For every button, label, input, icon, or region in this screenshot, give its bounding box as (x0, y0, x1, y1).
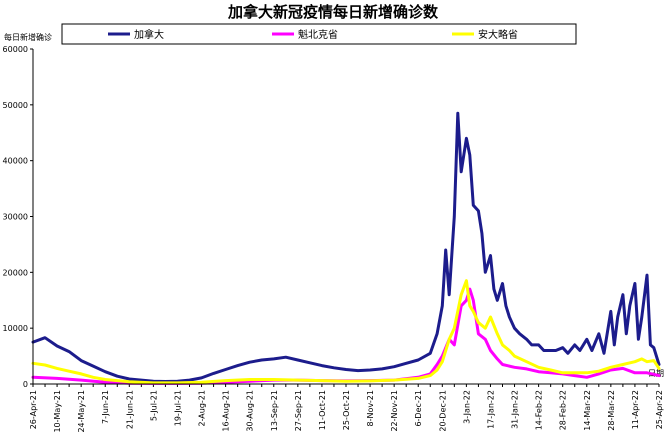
x-tick-label: 30-Aug-21 (246, 390, 255, 432)
x-tick-label: 31-Jan-22 (511, 390, 520, 429)
x-tick-label: 11-Oct-21 (318, 390, 327, 430)
x-tick-label: 5-Jul-21 (149, 390, 158, 421)
x-tick-label: 8-Nov-21 (366, 390, 375, 426)
y-axis-title: 每日新增确诊 (4, 32, 52, 42)
x-tick-label: 17-Jan-22 (486, 390, 495, 429)
x-tick-label: 14-Mar-22 (583, 390, 592, 431)
x-tick-label: 6-Dec-21 (414, 390, 423, 427)
x-tick-label: 7-Jun-21 (101, 390, 110, 424)
x-tick-label: 19-Jul-21 (173, 390, 182, 426)
series-line-canada (31, 111, 661, 383)
x-tick-label: 28-Feb-22 (559, 390, 568, 430)
x-tick-label: 3-Jan-22 (462, 390, 471, 424)
y-tick-label: 10000 (3, 324, 28, 333)
legend-label-ontario: 安大略省 (478, 28, 518, 41)
x-tick-label: 14-Feb-22 (535, 390, 544, 430)
legend-label-canada: 加拿大 (134, 28, 164, 41)
x-tick-label: 28-Mar-22 (607, 390, 616, 431)
x-tick-label: 13-Sep-21 (270, 390, 279, 431)
series-layer (31, 111, 661, 385)
x-tick-label: 2-Aug-21 (198, 390, 207, 427)
y-tick-label: 30000 (3, 213, 28, 222)
y-axis: 0 10000 20000 30000 40000 50000 60000 (3, 45, 33, 389)
x-tick-label: 26-Apr-21 (29, 390, 38, 429)
x-tick-label: 16-Aug-21 (222, 390, 231, 432)
x-tick-label: 27-Sep-21 (294, 390, 303, 431)
x-tick-label: 24-May-21 (77, 390, 86, 433)
y-tick-label: 60000 (3, 45, 28, 54)
x-tick-label: 25-Apr-22 (655, 390, 664, 429)
x-axis: 26-Apr-21 10-May-21 24-May-21 7-Jun-21 21-Ju… (29, 384, 664, 433)
x-tick-label: 21-Jun-21 (125, 390, 134, 429)
y-tick-label: 40000 (3, 157, 28, 166)
x-tick-label: 20-Dec-21 (438, 390, 447, 432)
x-tick-label: 22-Nov-21 (390, 390, 399, 432)
x-tick-label: 10-May-21 (53, 390, 62, 433)
legend-box (61, 23, 577, 45)
x-tick-label: 11-Apr-22 (631, 390, 640, 429)
y-tick-label: 0 (23, 380, 28, 389)
legend: 加拿大 魁北克省 安大略省 (61, 23, 577, 45)
y-tick-label: 50000 (3, 101, 28, 110)
y-tick-label: 20000 (3, 268, 28, 277)
legend-label-quebec: 魁北克省 (298, 28, 338, 41)
x-tick-label: 25-Oct-21 (342, 390, 351, 430)
series-line-ontario (31, 279, 661, 385)
chart-title: 加拿大新冠疫情每日新增确诊数 (227, 3, 439, 21)
